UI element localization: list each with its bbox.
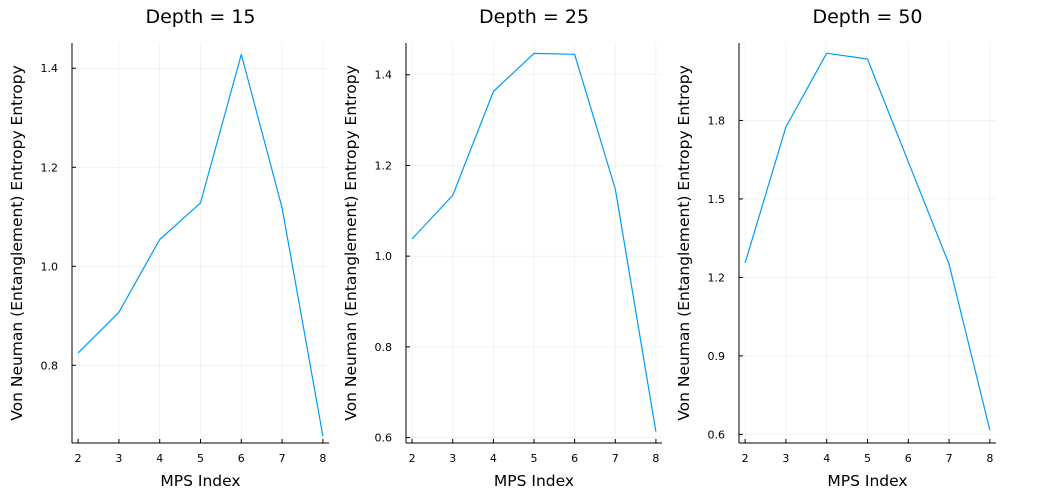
x-tick-label: 2 [409, 452, 416, 465]
y-tick-label: 0.6 [375, 432, 393, 445]
series-line [411, 52, 657, 432]
x-tick-label: 4 [823, 452, 830, 465]
chart-title: Depth = 15 [145, 6, 255, 28]
x-tick-label: 5 [531, 452, 538, 465]
x-tick-label: 3 [115, 452, 122, 465]
y-tick-label: 0.6 [708, 428, 726, 441]
x-tick-label: 7 [946, 452, 953, 465]
x-axis-title: MPS Index [827, 472, 907, 490]
x-tick-label: 8 [986, 452, 993, 465]
x-tick-label: 2 [742, 452, 749, 465]
x-tick-label: 3 [782, 452, 789, 465]
series-line [77, 53, 324, 437]
x-tick-label: 6 [905, 452, 912, 465]
y-axis-title: Von Neuman (Entanglement) Entropy Entrop… [675, 65, 693, 421]
x-tick-label: 8 [652, 452, 659, 465]
y-tick-label: 1.2 [375, 159, 393, 172]
y-tick-label: 1.2 [708, 271, 726, 284]
y-tick-label: 1.5 [708, 193, 726, 206]
chart-title: Depth = 50 [812, 6, 922, 28]
x-tick-label: 3 [449, 452, 456, 465]
x-tick-label: 2 [75, 452, 82, 465]
y-tick-label: 1.2 [41, 161, 59, 174]
y-tick-label: 1.8 [708, 114, 726, 127]
x-tick-label: 4 [490, 452, 497, 465]
y-axis-title: Von Neuman (Entanglement) Entropy Entrop… [8, 65, 26, 421]
subplot-depth-25: Depth = 25 MPS Index Von Neuman (Entangl… [342, 6, 662, 490]
subplot-depth-15: Depth = 15 MPS Index Von Neuman (Entangl… [8, 6, 329, 490]
subplot-depth-50: Depth = 50 MPS Index Von Neuman (Entangl… [675, 6, 996, 490]
y-tick-label: 1.4 [41, 62, 59, 75]
x-tick-label: 5 [864, 452, 871, 465]
x-tick-label: 6 [238, 452, 245, 465]
y-tick-label: 0.8 [41, 359, 59, 372]
y-tick-label: 0.9 [708, 350, 726, 363]
y-tick-label: 1.0 [41, 260, 59, 273]
x-tick-label: 8 [319, 452, 326, 465]
y-tick-label: 1.4 [375, 69, 393, 82]
x-tick-label: 6 [571, 452, 578, 465]
series-line [744, 52, 991, 431]
x-axis-title: MPS Index [160, 472, 240, 490]
x-tick-label: 5 [197, 452, 204, 465]
chart-title: Depth = 25 [479, 6, 589, 28]
x-tick-label: 7 [279, 452, 286, 465]
y-tick-label: 1.0 [375, 250, 393, 263]
x-tick-label: 7 [612, 452, 619, 465]
y-axis-title: Von Neuman (Entanglement) Entropy Entrop… [342, 65, 360, 421]
x-axis-title: MPS Index [494, 472, 574, 490]
y-tick-label: 0.8 [375, 341, 393, 354]
x-tick-label: 4 [156, 452, 163, 465]
